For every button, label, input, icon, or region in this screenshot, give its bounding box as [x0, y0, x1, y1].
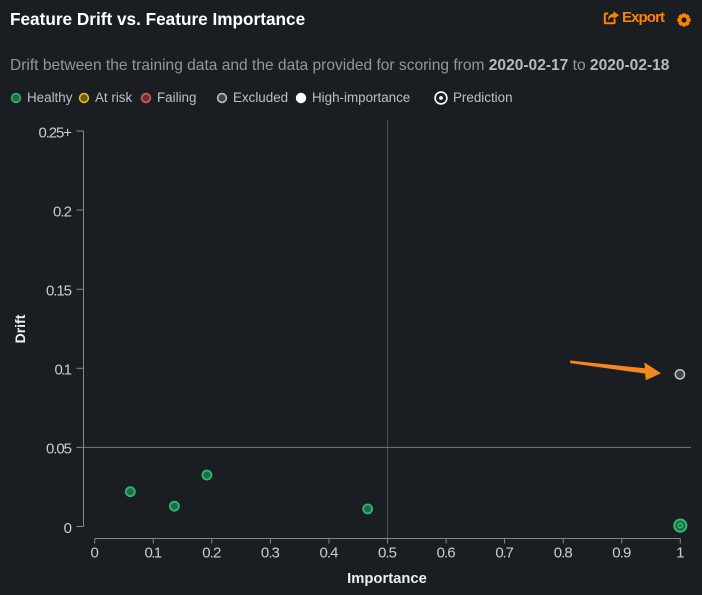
svg-text:1: 1 — [676, 545, 684, 562]
svg-text:0.15: 0.15 — [46, 283, 72, 300]
svg-text:0: 0 — [91, 545, 99, 562]
svg-text:0.8: 0.8 — [554, 545, 573, 562]
svg-text:0.9: 0.9 — [612, 545, 631, 562]
svg-text:0.2: 0.2 — [202, 545, 221, 562]
svg-text:0.3: 0.3 — [261, 545, 280, 562]
svg-text:0.1: 0.1 — [55, 362, 73, 379]
svg-text:Importance: Importance — [347, 571, 427, 587]
svg-text:0.05: 0.05 — [46, 441, 72, 458]
svg-text:0.6: 0.6 — [437, 545, 456, 562]
svg-text:0.7: 0.7 — [495, 545, 513, 562]
svg-text:0.4: 0.4 — [320, 545, 339, 562]
svg-text:0.25+: 0.25+ — [39, 124, 73, 141]
svg-text:0: 0 — [64, 520, 72, 537]
svg-text:Drift: Drift — [12, 314, 28, 343]
svg-text:0.2: 0.2 — [53, 203, 72, 220]
svg-text:0.5: 0.5 — [378, 545, 397, 562]
svg-text:0.1: 0.1 — [145, 545, 163, 562]
